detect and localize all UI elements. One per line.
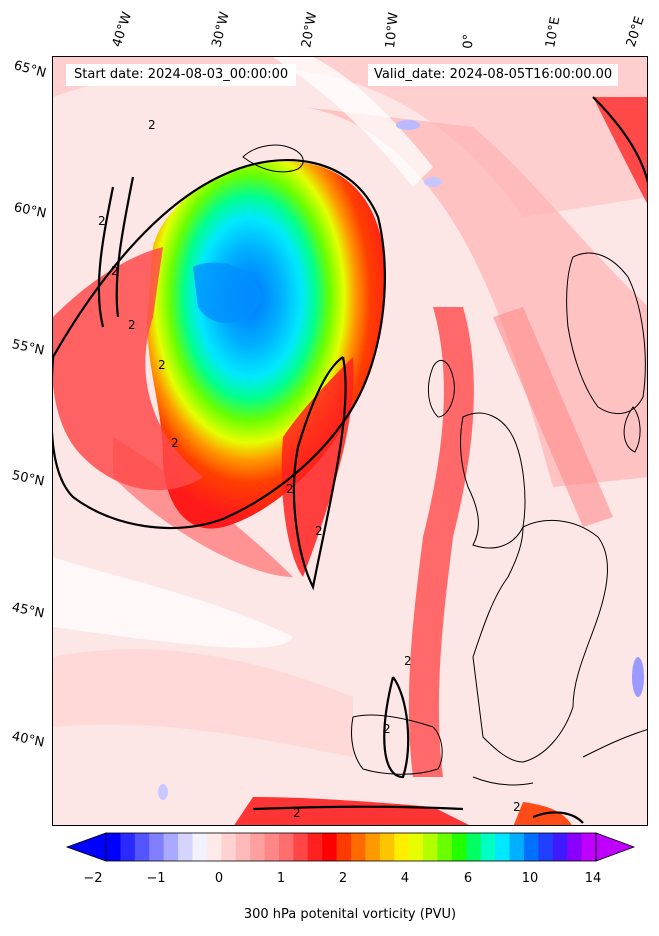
colorbar-bin: [509, 833, 525, 861]
contour-label: 2: [158, 358, 166, 372]
colorbar-bin: [163, 833, 179, 861]
colorbar-bin: [480, 833, 496, 861]
colorbar-bin: [106, 833, 121, 861]
colorbar-bin: [581, 833, 597, 861]
colorbar-bin: [221, 833, 237, 861]
contour-label: 2: [315, 524, 323, 538]
lon-label-20w: 20°W: [299, 11, 321, 50]
colorbar-bin: [552, 833, 568, 861]
coastlines: [242, 144, 647, 786]
colorbar-bin: [466, 833, 482, 861]
contour-label-group: 2 2 2 2 2 2 2 2 2 2 2 2: [98, 118, 521, 820]
colorbar-bin: [178, 833, 193, 861]
contour-label: 2: [171, 436, 179, 450]
colorbar-title: 300 hPa potenital vorticity (PVU): [243, 907, 457, 922]
colorbar-bin: [365, 833, 381, 861]
lon-label-40w: 40°W: [109, 10, 136, 49]
colorbar-bin: [322, 833, 338, 861]
colorbar-bin: [235, 833, 251, 861]
colorbar-bin: [351, 833, 366, 861]
contour-label: 2: [383, 722, 391, 736]
map-area: 2 2 2 2 2 2 2 2 2 2 2 2: [52, 56, 648, 826]
colorbar-bin: [264, 833, 280, 861]
colorbar-bin: [134, 833, 150, 861]
start-date-label: Start date: 2024-08-03_00:00:00: [66, 64, 297, 86]
valid-date-label: Valid_date: 2024-08-05T16:00:00.00: [368, 64, 619, 86]
contour-label: 2: [128, 318, 136, 332]
colorbar-bin: [379, 833, 395, 861]
lat-label-60n: 60°N: [12, 200, 48, 222]
lon-label-0: 0°: [461, 33, 477, 49]
pv-field-map: 2 2 2 2 2 2 2 2 2 2 2 2: [53, 57, 647, 825]
colorbar-tick-label: −1: [146, 871, 166, 886]
contour-label: 2: [98, 214, 106, 228]
start-date-text: Start date: 2024-08-03_00:00:00: [74, 67, 289, 82]
negative-pv-patches: [158, 120, 644, 800]
colorbar-tick-label: 10: [521, 871, 539, 886]
colorbar-bin: [423, 833, 438, 861]
lon-label-10w: 10°W: [383, 11, 402, 50]
contour-label: 2: [513, 800, 521, 814]
pv-2-contours: [53, 96, 647, 824]
lat-label-40n: 40°N: [10, 729, 46, 751]
colorbar-bin: [495, 833, 511, 861]
colorbar-bin: [293, 833, 309, 861]
colorbar-bin: [192, 833, 208, 861]
colorbar-bin: [336, 833, 352, 861]
contour-label: 2: [286, 482, 294, 496]
colorbar-bin: [451, 833, 467, 861]
colorbar-bin: [250, 833, 266, 861]
colorbar-outline: [105, 832, 597, 862]
colorbar-bin: [408, 833, 424, 861]
lat-label-50n: 50°N: [10, 468, 46, 490]
colorbar-bin: [307, 833, 323, 861]
colorbar-bin: [523, 833, 539, 861]
colorbar-bin: [278, 833, 294, 861]
contour-label: 2: [293, 806, 301, 820]
colorbar-tick-label: 4: [400, 871, 410, 886]
colorbar-bin: [394, 833, 410, 861]
lat-label-65n: 65°N: [12, 58, 48, 82]
colorbar-bin: [538, 833, 554, 861]
colorbar-tick-label: 14: [584, 871, 602, 886]
lon-label-30w: 30°W: [209, 10, 233, 49]
colorbar-tick-label: 6: [463, 871, 473, 886]
lat-label-45n: 45°N: [10, 600, 46, 622]
colorbar-tick-label: 0: [214, 871, 224, 886]
colorbar-bin: [206, 833, 222, 861]
valid-date-text: Valid_date: 2024-08-05T16:00:00.00: [374, 67, 613, 82]
lon-label-20e: 20°E: [623, 14, 648, 50]
colorbar-tick-label: −2: [83, 871, 103, 886]
colorbar-tick-label: 1: [276, 871, 286, 886]
colorbar-extend-high: [595, 832, 636, 862]
lon-label-10e: 10°E: [543, 15, 564, 49]
lat-label-55n: 55°N: [10, 337, 46, 359]
contour-label: 2: [404, 654, 412, 668]
colorbar-bin: [120, 833, 136, 861]
pv-anomaly-blob: [53, 161, 386, 577]
colorbar-bin: [149, 833, 165, 861]
colorbar: [66, 832, 636, 862]
colorbar-tick-label: 2: [338, 871, 348, 886]
contour-label: 2: [111, 264, 119, 278]
colorbar-bin: [567, 833, 583, 861]
contour-label: 2: [148, 118, 156, 132]
colorbar-extend-low: [66, 832, 107, 862]
colorbar-bin: [437, 833, 453, 861]
